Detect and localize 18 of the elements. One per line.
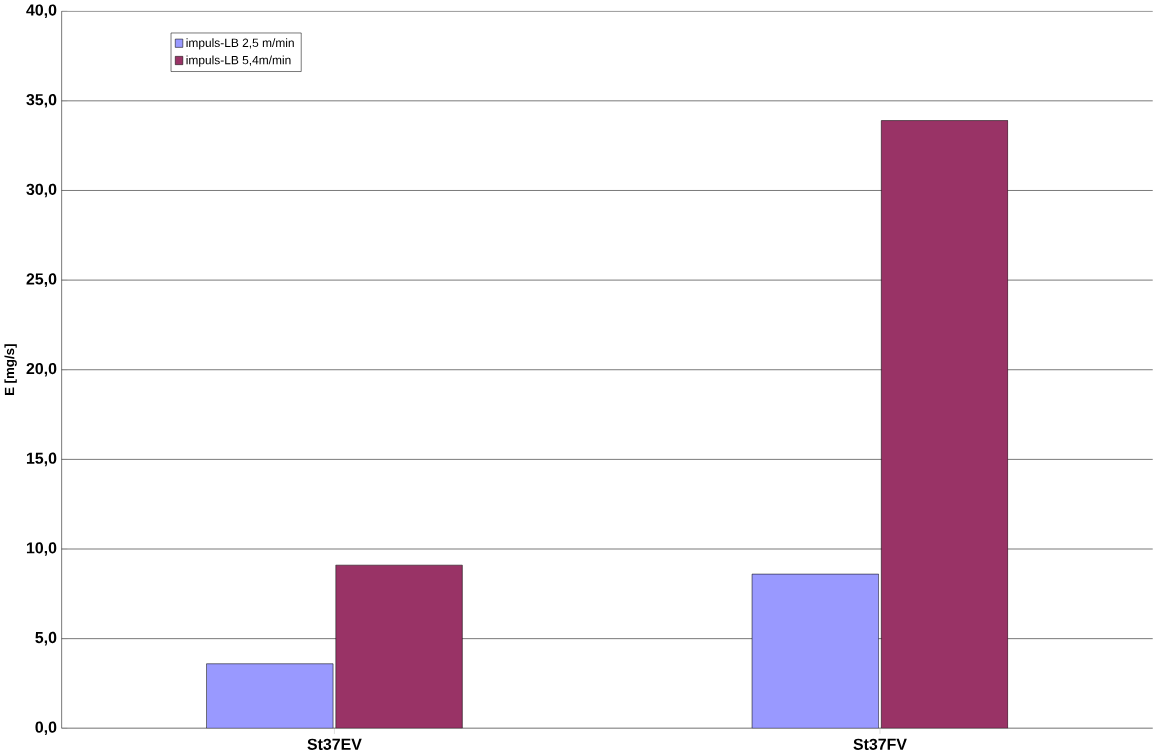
y-tick-label: 5,0 [35, 631, 57, 646]
x-tick-label: St37EV [307, 738, 362, 750]
y-tick-label: 30,0 [26, 183, 57, 198]
legend-label: impuls-LB 5,4m/min [186, 55, 291, 67]
y-tick-label: 0,0 [35, 721, 57, 735]
y-tick-label: 40,0 [26, 4, 57, 18]
y-tick-label: 20,0 [26, 362, 57, 377]
y-tick-label: 35,0 [26, 93, 57, 108]
x-tick-label: St37FV [853, 738, 907, 750]
bar [335, 564, 463, 729]
legend-label: impuls-LB 2,5 m/min [186, 38, 294, 50]
bar [751, 573, 879, 729]
y-tick-label: 15,0 [26, 452, 57, 466]
y-tick-label: 10,0 [26, 542, 57, 556]
y-tick-label: 25,0 [26, 273, 57, 287]
bar [206, 663, 334, 729]
bar [881, 120, 1009, 729]
y-axis-title: E [mg/s] [4, 344, 17, 395]
